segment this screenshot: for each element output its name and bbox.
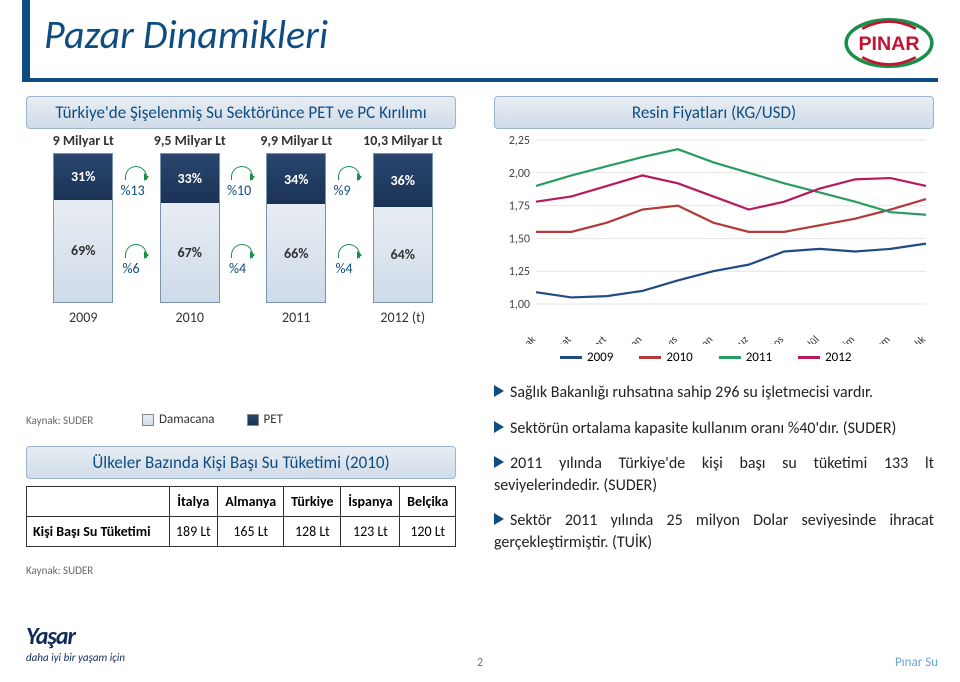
- table-col: Almanya: [218, 487, 284, 517]
- svg-text:1,00: 1,00: [509, 298, 530, 312]
- svg-text:Nisan: Nisan: [618, 333, 645, 344]
- table-cell: 120 Lt: [400, 517, 456, 547]
- svg-text:Mart: Mart: [584, 333, 609, 344]
- svg-text:Haziran: Haziran: [682, 333, 715, 344]
- consumption-table: İtalyaAlmanyaTürkiyeİspanyaBelçika Kişi …: [26, 486, 456, 547]
- svg-text:Mayıs: Mayıs: [652, 333, 680, 344]
- table-row-label: Kişi Başı Su Tüketimi: [27, 517, 170, 547]
- table-cell: 165 Lt: [218, 517, 284, 547]
- bullet-text: 2011 yılında Türkiye'de kişi başı su tük…: [494, 454, 934, 495]
- bullet-text: Sektör 2011 yılında 25 milyon Dolar sevi…: [494, 511, 934, 552]
- line-chart-legend: 2009 2010 2011 2012: [560, 350, 851, 365]
- svg-text:Kasım: Kasım: [865, 333, 893, 344]
- svg-text:Temmuz: Temmuz: [715, 332, 751, 344]
- table-col: Türkiye: [284, 487, 341, 517]
- accent-bar: [22, 0, 30, 78]
- legend-year: 2009: [587, 350, 613, 365]
- table-cell: 189 Lt: [169, 517, 218, 547]
- svg-text:2,00: 2,00: [509, 167, 530, 181]
- stacked-chart: 9 Milyar Lt9,5 Milyar Lt9,9 Milyar Lt10,…: [30, 132, 456, 384]
- volume-label: 10,3 Milyar Lt: [350, 132, 457, 149]
- table-header: Ülkeler Bazında Kişi Başı Su Tüketimi (2…: [26, 446, 456, 479]
- table-cell: 123 Lt: [341, 517, 400, 547]
- svg-text:Aralık: Aralık: [901, 333, 928, 344]
- svg-text:1,25: 1,25: [509, 265, 530, 279]
- svg-text:PINAR: PINAR: [858, 33, 919, 55]
- legend-year: 2011: [746, 350, 772, 365]
- legend-year: 2010: [666, 350, 692, 365]
- footer-right: Pınar Su: [895, 655, 938, 670]
- stacked-legend: Damacana PET: [38, 412, 283, 427]
- volume-label: 9,9 Milyar Lt: [243, 132, 350, 149]
- legend-year: 2012: [825, 350, 851, 365]
- yasar-logo-tagline: daha iyi bir yaşam için: [26, 651, 176, 664]
- table-cell: 128 Lt: [284, 517, 341, 547]
- svg-text:2,25: 2,25: [509, 134, 530, 148]
- pinar-logo: PINAR: [844, 18, 934, 68]
- legend-damacana: Damacana: [159, 412, 215, 427]
- bullet-list: Sağlık Bakanlığı ruhsatına sahip 296 su …: [494, 382, 934, 568]
- line-chart-header: Resin Fiyatları (KG/USD): [494, 96, 934, 129]
- svg-text:Eylül: Eylül: [798, 333, 822, 344]
- yasar-logo-text: Yaşar: [26, 622, 176, 651]
- bullet-text: Sektörün ortalama kapasite kullanım oran…: [510, 419, 896, 438]
- volume-label: 9 Milyar Lt: [30, 132, 137, 149]
- yasar-logo: Yaşar daha iyi bir yaşam için: [26, 622, 176, 664]
- table-col: İtalya: [169, 487, 218, 517]
- legend-pet: PET: [264, 412, 283, 427]
- volume-label: 9,5 Milyar Lt: [137, 132, 244, 149]
- svg-text:Ağustos: Ağustos: [752, 333, 786, 344]
- table-col: Belçika: [400, 487, 456, 517]
- line-chart: 2,25 2,00 1,75 1,50 1,25 1,00 Ocak Şubat Mart Nis…: [494, 134, 934, 344]
- title-underline: [22, 78, 938, 82]
- svg-text:1,50: 1,50: [509, 232, 530, 246]
- page-title: Pazar Dinamikleri: [44, 10, 328, 59]
- svg-text:1,75: 1,75: [509, 200, 530, 214]
- source-label-2: Kaynak: SUDER: [26, 564, 93, 577]
- stacked-chart-header: Türkiye'de Şişelenmiş Su Sektörünce PET …: [26, 96, 456, 129]
- table-col: İspanya: [341, 487, 400, 517]
- bullet-text: Sağlık Bakanlığı ruhsatına sahip 296 su …: [510, 383, 873, 402]
- page-number: 2: [477, 656, 483, 670]
- svg-text:Ocak: Ocak: [513, 333, 538, 344]
- svg-text:Ekim: Ekim: [833, 333, 858, 344]
- svg-text:Şubat: Şubat: [546, 333, 573, 344]
